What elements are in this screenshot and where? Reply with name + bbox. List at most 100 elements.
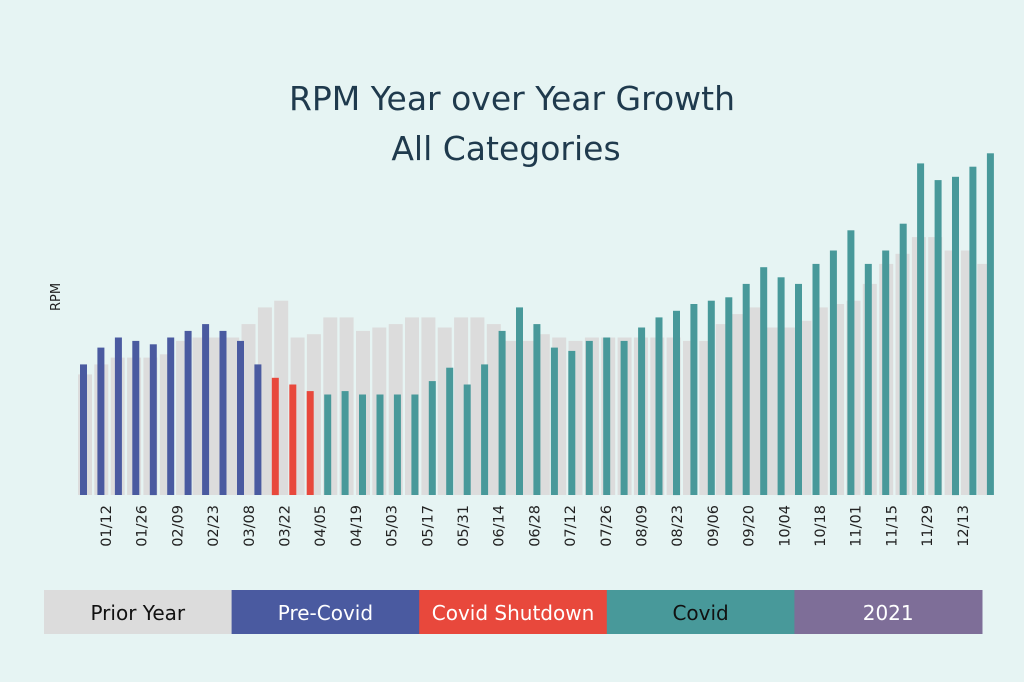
legend-swatch bbox=[794, 590, 983, 634]
rpm-bar bbox=[516, 307, 523, 495]
rpm-bar bbox=[585, 340, 593, 495]
rpm-bar bbox=[237, 340, 244, 495]
x-tick-label: 04/19 bbox=[349, 505, 365, 547]
rpm-bar bbox=[986, 153, 994, 496]
rpm-bar bbox=[812, 263, 820, 495]
rpm-bar bbox=[673, 310, 680, 496]
x-tick-label: 05/17 bbox=[420, 505, 436, 547]
legend-swatch bbox=[231, 590, 420, 634]
x-tick-label: 07/12 bbox=[563, 505, 579, 547]
rpm-bar bbox=[97, 347, 105, 495]
rpm-bar bbox=[481, 364, 489, 495]
legend-label: Covid Shutdown bbox=[432, 601, 595, 625]
rpm-bar bbox=[952, 176, 959, 496]
rpm-bar bbox=[725, 297, 733, 495]
x-tick-label: 11/01 bbox=[849, 505, 865, 547]
x-tick-label: 05/31 bbox=[456, 505, 472, 547]
rpm-bar bbox=[882, 250, 890, 495]
rpm-bar bbox=[376, 394, 384, 495]
rpm-bar bbox=[324, 394, 332, 495]
rpm-bar bbox=[777, 277, 785, 496]
prior-year-bar bbox=[241, 324, 256, 495]
rpm-bar bbox=[184, 330, 192, 495]
rpm-bar bbox=[167, 337, 175, 495]
x-axis-ticks: 01/12 01/26 02/09 02/23 03/08 03/22 04/05 04/19… bbox=[99, 505, 972, 547]
legend-label: Prior Year bbox=[90, 601, 185, 625]
x-tick-label: 01/26 bbox=[135, 505, 151, 547]
x-tick-label: 04/05 bbox=[313, 505, 329, 547]
prior-year-bar bbox=[503, 340, 518, 495]
rpm-bar bbox=[359, 394, 366, 495]
x-tick-label: 03/08 bbox=[242, 505, 258, 547]
x-tick-label: 06/14 bbox=[492, 505, 508, 547]
x-tick-label: 08/23 bbox=[670, 505, 686, 547]
x-tick-label: 03/22 bbox=[278, 505, 294, 547]
x-tick-label: 10/18 bbox=[813, 505, 829, 547]
current-year-bars bbox=[80, 153, 994, 496]
x-tick-label: 11/15 bbox=[884, 505, 900, 547]
rpm-bar bbox=[306, 391, 314, 495]
legend-item: Pre-Covid bbox=[231, 590, 420, 634]
legend-item: Covid Shutdown bbox=[419, 590, 608, 634]
legend-item: Prior Year bbox=[44, 590, 233, 634]
rpm-bar bbox=[289, 384, 297, 495]
rpm-bar bbox=[760, 267, 768, 495]
rpm-bar bbox=[393, 394, 401, 495]
prior-year-bar bbox=[764, 327, 779, 495]
rpm-bar bbox=[498, 330, 506, 495]
chart-title-line-2: All Categories bbox=[391, 129, 620, 168]
rpm-bar bbox=[795, 283, 802, 495]
x-tick-label: 01/12 bbox=[99, 505, 115, 547]
rpm-bar bbox=[428, 381, 436, 495]
legend-item: Covid bbox=[606, 590, 795, 634]
rpm-bar bbox=[620, 340, 628, 495]
legend-label: 2021 bbox=[863, 601, 914, 625]
legend-swatch bbox=[44, 590, 233, 634]
rpm-bar bbox=[864, 263, 872, 495]
x-tick-label: 02/09 bbox=[170, 505, 186, 547]
rpm-bar bbox=[446, 367, 454, 495]
prior-year-bar bbox=[225, 337, 240, 495]
rpm-bar bbox=[114, 337, 122, 495]
x-tick-label: 11/29 bbox=[920, 505, 936, 547]
rpm-bar bbox=[80, 364, 87, 495]
rpm-bar bbox=[149, 344, 157, 496]
rpm-bar bbox=[603, 337, 611, 495]
x-tick-label: 07/26 bbox=[599, 505, 615, 547]
rpm-bar bbox=[742, 283, 750, 495]
legend-swatch bbox=[419, 590, 608, 634]
x-tick-label: 09/06 bbox=[706, 505, 722, 547]
rpm-bar bbox=[917, 163, 925, 495]
rpm-bar bbox=[899, 223, 907, 495]
x-tick-label: 08/09 bbox=[635, 505, 651, 547]
rpm-bar bbox=[550, 347, 558, 495]
rpm-bar bbox=[969, 166, 977, 495]
prior-year-bar bbox=[732, 314, 746, 495]
legend-label: Covid bbox=[672, 601, 728, 625]
rpm-bar bbox=[829, 250, 837, 495]
x-tick-label: 05/03 bbox=[385, 505, 401, 547]
legend-item: 2021 bbox=[794, 590, 983, 634]
rpm-bar bbox=[533, 324, 541, 495]
prior-year-bar bbox=[208, 337, 223, 495]
x-tick-label: 06/28 bbox=[527, 505, 543, 547]
prior-year-bar bbox=[748, 307, 763, 495]
legend-swatch bbox=[606, 590, 795, 634]
rpm-bar bbox=[411, 394, 419, 495]
rpm-bar bbox=[202, 324, 210, 495]
chart-title-line-1: RPM Year over Year Growth bbox=[289, 79, 735, 118]
x-tick-label: 10/04 bbox=[777, 505, 793, 547]
rpm-bar bbox=[341, 391, 349, 495]
prior-year-bar bbox=[486, 324, 501, 495]
legend-label: Pre-Covid bbox=[278, 601, 373, 625]
rpm-bar bbox=[219, 330, 227, 495]
x-tick-label: 09/20 bbox=[742, 505, 758, 547]
rpm-bar bbox=[132, 340, 140, 495]
rpm-bar bbox=[638, 327, 646, 495]
prior-year-bar bbox=[470, 317, 485, 495]
rpm-bar bbox=[707, 300, 715, 495]
rpm-bar bbox=[690, 304, 698, 495]
rpm-bar bbox=[254, 364, 262, 495]
x-tick-label: 02/23 bbox=[206, 505, 222, 547]
